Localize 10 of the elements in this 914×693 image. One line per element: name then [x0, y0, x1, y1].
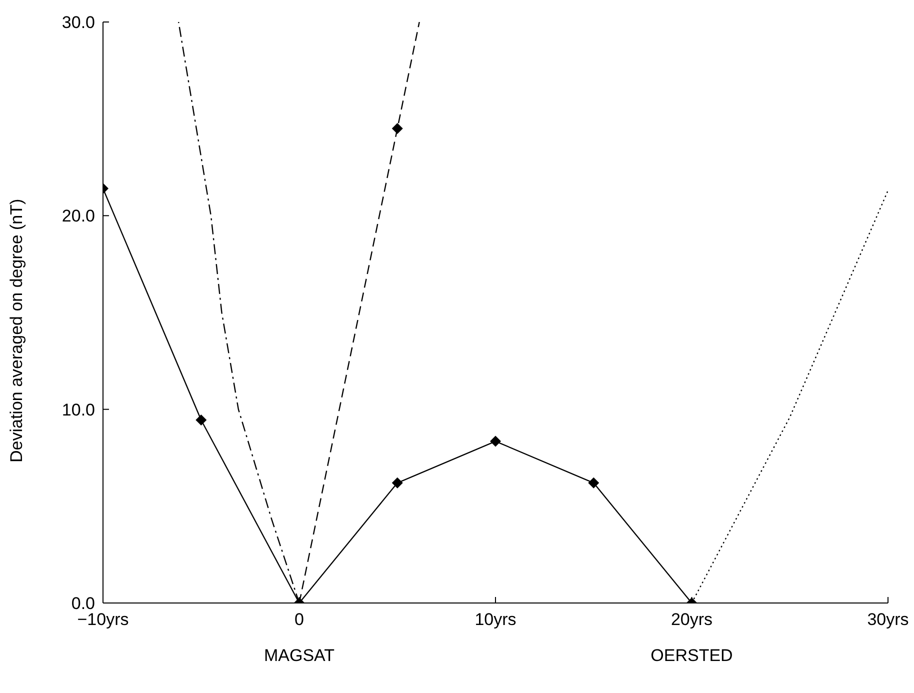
x-tick-label: 0: [294, 610, 304, 630]
y-tick-label: 10.0: [62, 400, 95, 420]
y-tick-label: 20.0: [62, 206, 95, 226]
y-axis-title: Deviation averaged on degree (nT): [7, 198, 26, 462]
x-tick-label: 30yrs: [867, 610, 909, 630]
text: OERSTED: [650, 646, 734, 666]
x-tick-label: 10yrs: [474, 610, 516, 630]
x-tick-label: 20yrs: [670, 610, 713, 630]
y-tick-label: 30.0: [62, 13, 95, 32]
text: MAGSAT: [262, 646, 336, 666]
